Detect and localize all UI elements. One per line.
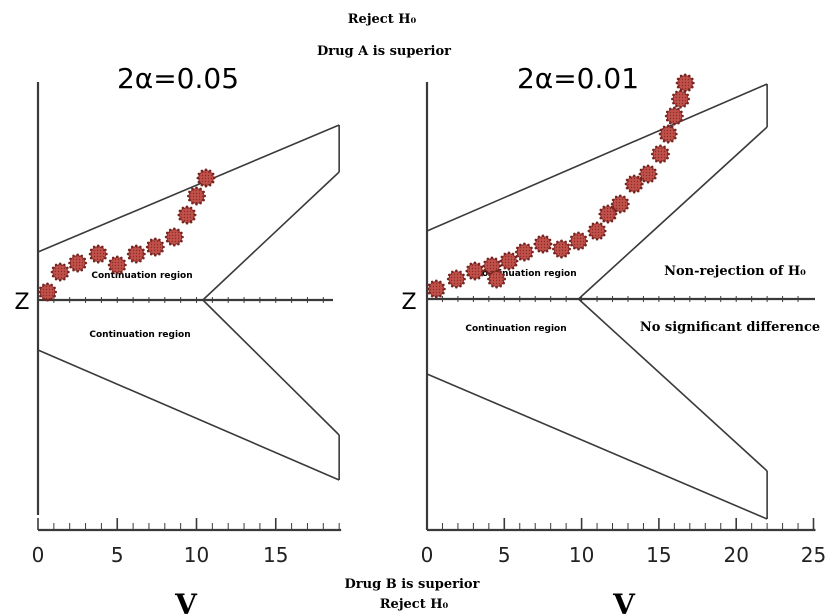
marker-body xyxy=(612,196,629,212)
chart-1-path-point xyxy=(177,205,197,225)
non-rejection-label: Non-rejection of H₀ xyxy=(664,264,806,279)
chart-2-path-point xyxy=(650,144,670,164)
marker-body xyxy=(90,246,107,262)
marker-body xyxy=(660,126,676,142)
chart-1-lower-region-label: Continuation region xyxy=(89,330,190,340)
marker-body xyxy=(666,108,683,124)
chart-2-path-point xyxy=(624,174,644,194)
chart-2-title: 2α=0.01 xyxy=(517,62,639,95)
chart-2-tick-label-10: 10 xyxy=(569,543,594,567)
bottom-superior-label: Drug B is superior xyxy=(345,577,480,592)
chart-2-path-point xyxy=(675,73,695,93)
chart-2-path-point xyxy=(598,204,618,224)
marker-body xyxy=(488,271,505,287)
chart-2-lower-region-label: Continuation region xyxy=(465,324,566,334)
marker-body xyxy=(553,241,570,257)
chart-2-upper-region-label: Continuation region xyxy=(475,269,576,279)
chart-1-path-point xyxy=(145,237,165,257)
chart-1-upper-outer-boundary xyxy=(37,124,340,253)
chart-2-upper-inner-boundary xyxy=(577,126,768,300)
marker-body xyxy=(166,229,183,245)
chart-1-title: 2α=0.05 xyxy=(117,62,239,95)
chart-1-path-point xyxy=(196,168,216,188)
marker-body xyxy=(109,257,126,273)
marker-body xyxy=(652,146,669,162)
marker-body xyxy=(179,207,195,223)
chart-1-path-point xyxy=(68,253,88,273)
marker-body xyxy=(589,223,605,239)
marker-body xyxy=(147,239,164,255)
marker-body xyxy=(198,170,214,186)
marker-body xyxy=(69,255,86,271)
marker-body xyxy=(188,188,205,204)
chart-1-path-point xyxy=(38,282,58,302)
top-reject-label: Reject H₀ xyxy=(348,12,417,27)
chart-1-ylabel: Z xyxy=(14,290,29,315)
chart-2-upper-outer-boundary xyxy=(426,83,768,232)
bottom-reject-label: Reject H₀ xyxy=(380,597,449,612)
marker-body xyxy=(570,233,587,249)
marker-body xyxy=(52,264,68,280)
chart-2-path-point xyxy=(610,194,630,214)
chart-2-path-point xyxy=(638,164,658,184)
marker-body xyxy=(516,244,533,260)
top-superior-label: Drug A is superior xyxy=(317,44,451,59)
chart-1-tick-label-5: 5 xyxy=(111,543,124,567)
marker-body xyxy=(600,206,616,222)
chart-2-path-point xyxy=(482,256,502,276)
chart-1-lower-outer-boundary xyxy=(37,349,340,481)
marker-body xyxy=(626,176,642,192)
chart-1-upper-region-label: Continuation region xyxy=(91,271,192,281)
chart-2-path-point xyxy=(671,89,691,109)
marker-body xyxy=(448,271,465,287)
chart-2-path-point xyxy=(465,261,485,281)
chart-1-path-point xyxy=(107,255,127,275)
marker-body xyxy=(501,253,517,269)
chart-2-sequential-plot: 0 5 10 15 20 25 xyxy=(421,73,826,567)
marker-body xyxy=(428,281,445,297)
chart-1-tick-label-10: 10 xyxy=(184,543,209,567)
chart-1-path-point xyxy=(164,227,184,247)
chart-2-lower-outer-boundary xyxy=(426,373,768,520)
chart-2-path-point xyxy=(487,269,507,289)
marker-body xyxy=(467,263,483,279)
chart-1-tick-label-0: 0 xyxy=(32,543,45,567)
chart-2-path-point xyxy=(587,221,607,241)
chart-2-lower-inner-boundary xyxy=(577,298,768,472)
marker-body xyxy=(128,246,145,262)
chart-1-path-point xyxy=(88,244,108,264)
chart-2-tick-label-15: 15 xyxy=(646,543,671,567)
chart-2-path-point xyxy=(533,234,553,254)
chart-2-path-point xyxy=(499,251,519,271)
chart-1-tick-label-15: 15 xyxy=(263,543,288,567)
chart-2-path-point xyxy=(664,106,684,126)
chart-2-path-point xyxy=(426,279,446,299)
chart-2-tick-label-25: 25 xyxy=(801,543,826,567)
chart-1-path-point xyxy=(187,186,206,206)
chart-1-lower-inner-boundary xyxy=(202,299,340,436)
chart-1-sequential-plot: 0 5 10 15 xyxy=(32,82,342,567)
marker-body xyxy=(677,75,693,91)
chart-1-path-point xyxy=(50,262,70,282)
marker-body xyxy=(39,284,56,300)
chart-2-path-point xyxy=(552,239,572,259)
chart-2-path-point xyxy=(514,242,534,262)
chart-2-path-point xyxy=(569,231,589,251)
marker-body xyxy=(672,91,689,107)
chart-2-path-point xyxy=(658,124,678,144)
chart-2-xlabel: V xyxy=(612,588,636,615)
chart-2-path-point xyxy=(446,269,466,289)
marker-body xyxy=(535,236,551,252)
marker-body xyxy=(640,166,656,182)
chart-1-xlabel: V xyxy=(174,588,198,615)
chart-2-tick-label-0: 0 xyxy=(421,543,434,567)
chart-1-path-point xyxy=(126,244,146,264)
no-difference-label: No significant difference xyxy=(640,320,820,335)
chart-2-ylabel: Z xyxy=(401,290,416,315)
chart-1-upper-inner-boundary xyxy=(202,171,340,301)
chart-2-tick-label-5: 5 xyxy=(498,543,511,567)
chart-2-tick-label-20: 20 xyxy=(723,543,748,567)
